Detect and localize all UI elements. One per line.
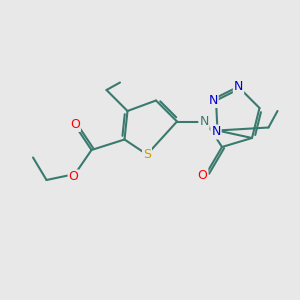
Text: O: O xyxy=(70,118,80,131)
Text: S: S xyxy=(143,148,151,161)
Text: O: O xyxy=(198,169,207,182)
Text: N: N xyxy=(208,94,218,107)
Text: H: H xyxy=(209,95,217,106)
Text: N: N xyxy=(211,125,221,139)
Text: N: N xyxy=(199,115,209,128)
Text: O: O xyxy=(69,170,78,184)
Text: N: N xyxy=(234,80,243,94)
